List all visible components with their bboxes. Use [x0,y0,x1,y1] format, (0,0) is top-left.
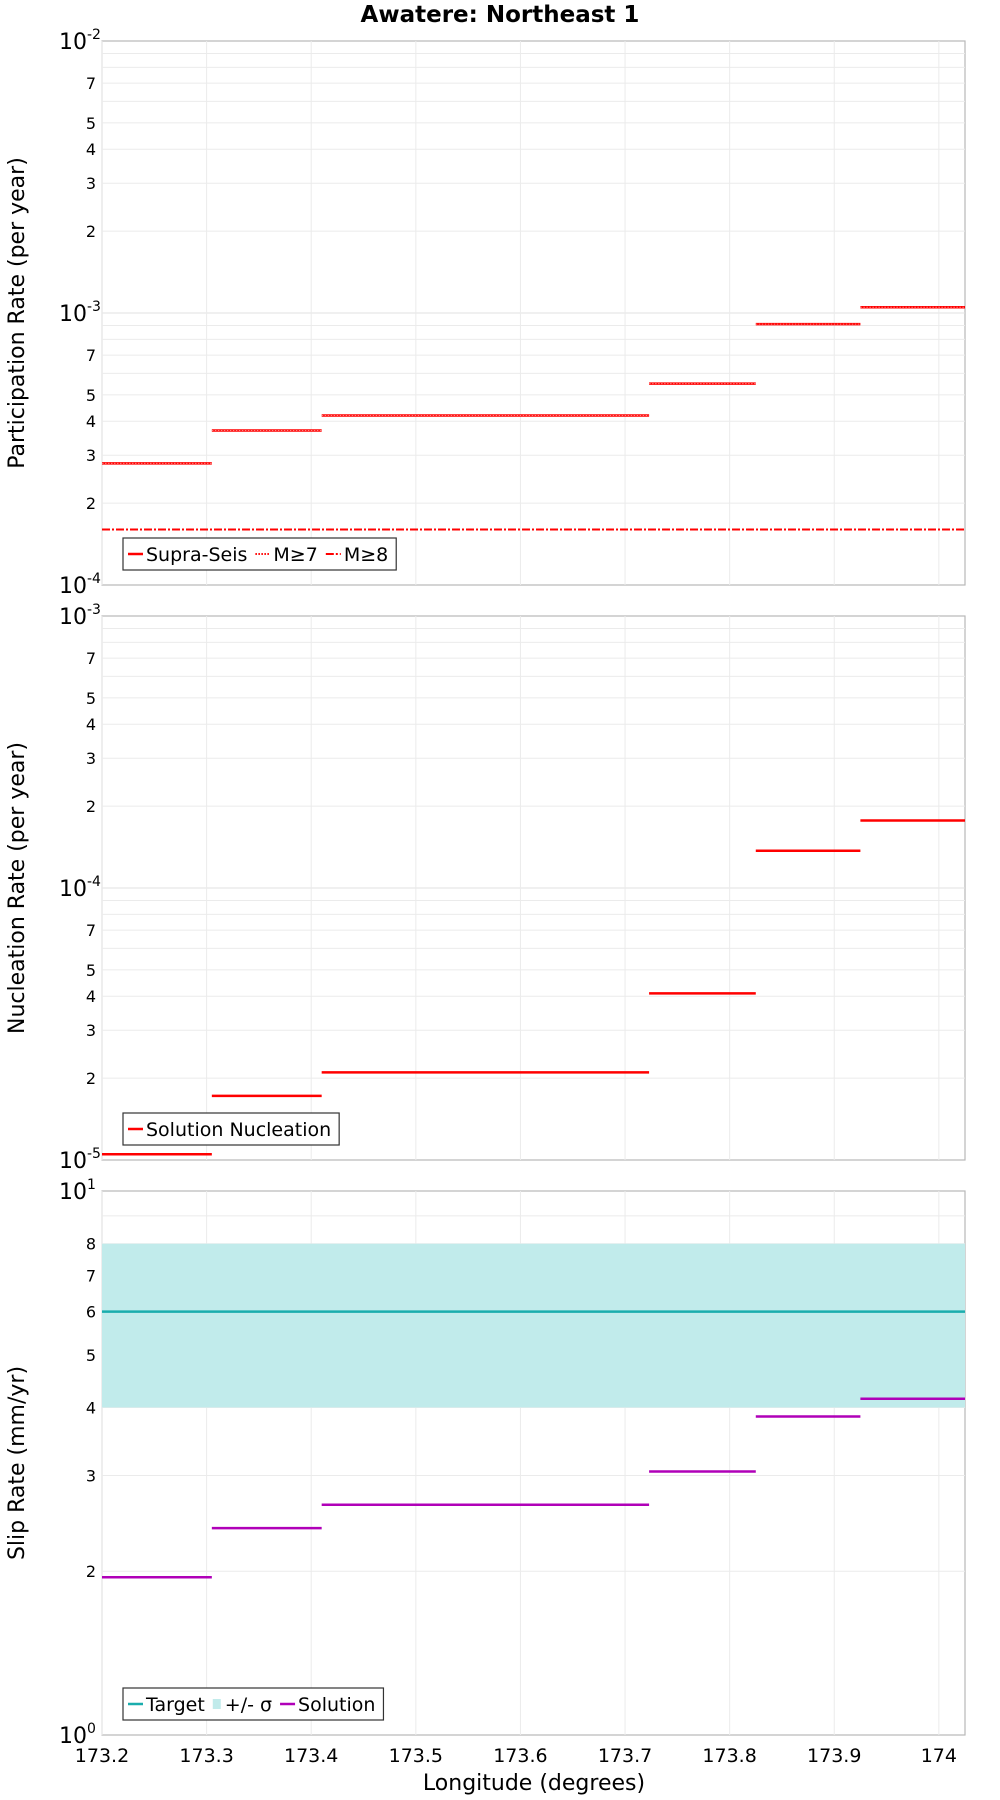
y-tick-major-label: 10-3 [59,299,101,327]
legend-item: M≥8 [325,544,388,566]
y-tick-label: 7 [86,649,96,668]
panel-1: 2 3 4 5 7 2 3 4 5 7 10-4 10-3 10-2 Participation Rate… [5,27,966,599]
y-tick-major-label: 10-3 [59,602,101,630]
y-tick-label: 4 [86,715,96,734]
y-tick-label: 3 [86,1021,96,1040]
panel-2: 2 3 4 5 7 2 3 4 5 7 10-5 10-4 10-3 Nucleation Rate (p… [5,602,966,1174]
y-axis-title: Slip Rate (mm/yr) [5,1366,30,1560]
legend: Supra-Seis M≥7 M≥8 [122,537,397,571]
y-axis-title: Nucleation Rate (per year) [5,742,30,1034]
legend-label: Supra-Seis [146,544,247,566]
legend-item: Target [128,1694,205,1716]
legend-swatch [212,1699,221,1709]
panel-3: 2 3 4 5 6 7 8 100 101 Slip Rate (mm/yr) Target +/- … [5,1177,966,1749]
y-tick-label: 2 [86,797,96,816]
series-solution-nucleation [102,819,965,1156]
x-tick-label: 173.2 [75,1745,129,1767]
legend-item: M≥7 [255,544,318,566]
x-tick-label: 173.5 [389,1745,443,1767]
x-tick-label: 174 [921,1745,957,1767]
legend-item: Solution Nucleation [128,1119,331,1141]
panels: 2 3 4 5 7 2 3 4 5 7 10-4 10-3 10-2 Participation Rate… [5,27,966,1767]
y-tick-major-label: 101 [59,1177,96,1205]
y-axis-title: Participation Rate (per year) [5,157,30,469]
legend-item: Supra-Seis [128,544,247,566]
x-tick-labels: 173.2 173.3 173.4 173.5 173.6 173.7 173.8 173.9… [75,1745,957,1767]
x-tick-label: 173.4 [284,1745,338,1767]
y-tick-label: 5 [86,386,96,405]
legend-label: +/- σ [225,1694,272,1716]
x-tick-label: 173.3 [179,1745,233,1767]
legend-item: Solution [280,1694,375,1716]
y-tick-label: 3 [86,446,96,465]
y-tick-label: 2 [86,222,96,241]
y-tick-label: 4 [86,140,96,159]
y-tick-major-label: 10-4 [59,874,101,902]
legend: Target +/- σ Solution [122,1687,385,1721]
legend-box [122,1112,340,1146]
y-tick-label: 3 [86,1466,96,1485]
y-tick-label: 6 [86,1303,96,1322]
legend-label: M≥8 [344,544,388,566]
legend-label: Target [145,1694,205,1716]
legend-label: M≥7 [273,544,317,566]
y-tick-major-label: 10-5 [59,1146,101,1174]
y-tick-label: 3 [86,749,96,768]
y-tick-major-label: 10-4 [59,571,101,599]
legend-label: Solution [298,1694,375,1716]
y-tick-label: 3 [86,174,96,193]
x-tick-label: 173.7 [598,1745,652,1767]
x-tick-label: 173.8 [702,1745,756,1767]
x-axis-title: Longitude (degrees) [423,1771,645,1796]
y-tick-label: 7 [86,921,96,940]
y-tick-label: 2 [86,1562,96,1581]
y-tick-label: 8 [86,1235,96,1254]
y-tick-label: 5 [86,961,96,980]
series-m-7 [102,306,965,464]
y-tick-label: 7 [86,346,96,365]
y-tick-label: 2 [86,1069,96,1088]
chart-title: Awatere: Northeast 1 [361,2,640,28]
legend-item: +/- σ [212,1694,272,1716]
y-tick-label: 7 [86,1266,96,1285]
legend-label: Solution Nucleation [146,1119,331,1141]
x-tick-label: 173.6 [493,1745,547,1767]
x-tick-label: 173.9 [807,1745,861,1767]
legend-box [122,1687,385,1721]
y-tick-major-label: 10-2 [59,27,101,55]
y-tick-label: 5 [86,114,96,133]
y-tick-label: 5 [86,1346,96,1365]
sigma-band [102,1243,965,1408]
y-tick-label: 4 [86,412,96,431]
legend: Solution Nucleation [122,1112,340,1146]
y-tick-label: 5 [86,689,96,708]
y-tick-major-label: 100 [59,1721,96,1749]
y-tick-label: 2 [86,494,96,513]
y-tick-label: 7 [86,74,96,93]
y-tick-label: 4 [86,987,96,1006]
series-solution [102,1397,965,1579]
y-tick-label: 4 [86,1398,96,1417]
